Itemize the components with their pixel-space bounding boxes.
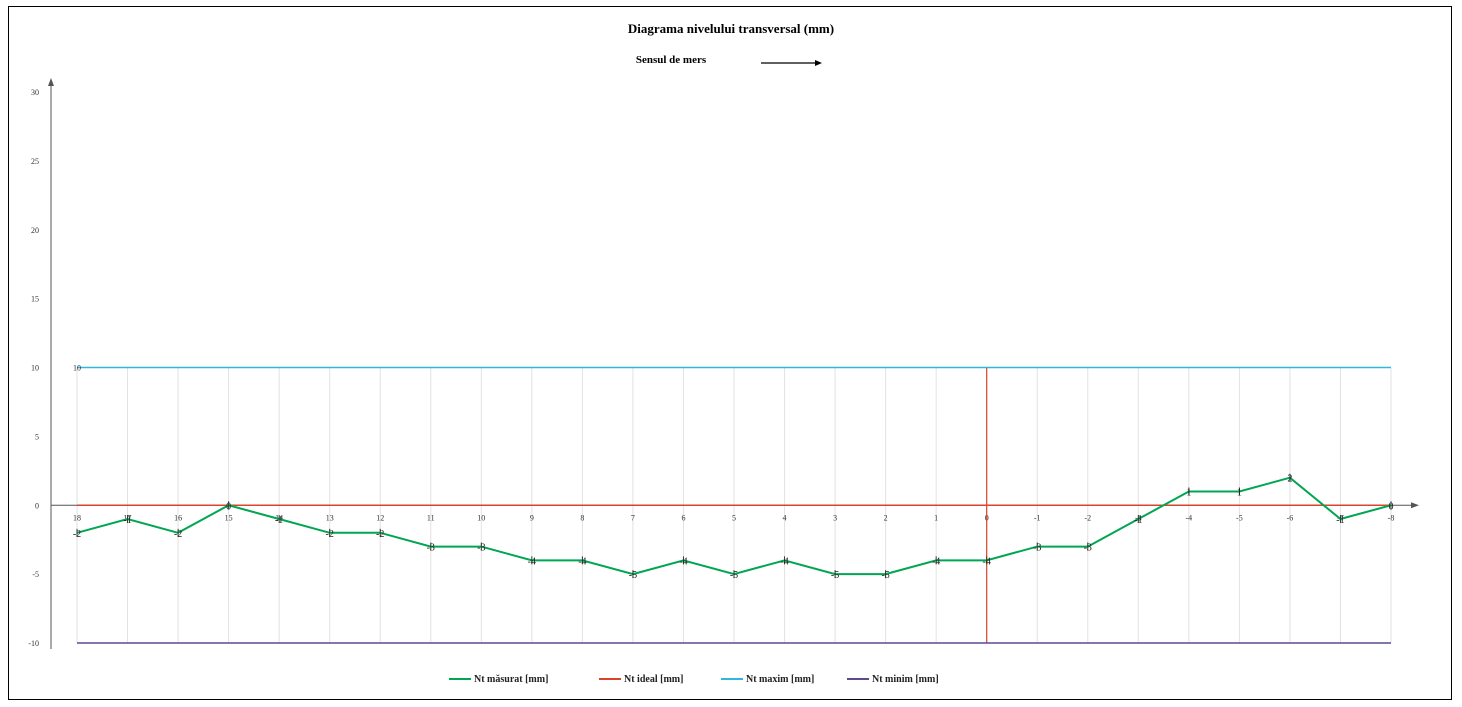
x-tick-label: 10 [477,513,485,522]
legend-label-0: Nt măsurat [mm] [474,674,548,685]
x-tick-label: 1 [934,513,938,522]
chart-title: Diagrama nivelului transversal (mm) [628,21,834,36]
measured-data-label: 0 [1389,501,1394,512]
measured-data-label: -3 [477,543,485,554]
measured-data-label: 1 [1186,487,1191,498]
series-layer [76,366,1392,644]
label-layer: -2 -1 -2 0 -1 -2 -2 -3 -3 -4 -4 -5 -4 -5 -4 -5 -5 -4 -4 -3 -… [73,364,1394,582]
measured-data-label: -1 [1336,515,1344,526]
measured-data-label: -2 [376,529,384,540]
measured-data-label: -1 [1134,515,1142,526]
measured-data-label: -5 [881,570,889,581]
measured-data-label: 1 [1237,487,1242,498]
y-axis-arrowhead [48,78,54,86]
chart-canvas: Diagrama nivelului transversal (mm) Sens… [28,21,1419,685]
x-tick-label: -6 [1287,513,1294,522]
x-tick-label: -2 [1084,513,1091,522]
x-tick-label: -8 [1388,513,1395,522]
x-tick-label: 9 [530,513,534,522]
measured-data-label: -5 [730,570,738,581]
x-tick-label: -1 [1034,513,1041,522]
measured-data-label: -5 [831,570,839,581]
legend-label-2: Nt maxim [mm] [746,674,814,685]
measured-data-label: -4 [578,556,586,567]
direction-arrow-head [815,60,822,66]
measured-data-label: -2 [174,529,182,540]
y-tick-label: 0 [35,501,39,510]
y-tick-label: -10 [28,639,39,648]
measured-data-label: -3 [1033,543,1041,554]
x-tick-label: 4 [783,513,787,522]
x-tick-label: 16 [174,513,182,522]
legend: Nt măsurat [mm] Nt ideal [mm] Nt maxim [mm… [449,674,939,685]
y-tick-label: 10 [31,364,39,373]
y-tick-label: 15 [31,295,39,304]
x-tick-label: 11 [427,513,435,522]
x-tick-label: 3 [833,513,837,522]
measured-data-label: -4 [780,556,788,567]
chart-subtitle: Sensul de mers [636,54,707,66]
measured-data-label: -4 [983,556,991,567]
x-tick-label: 8 [580,513,584,522]
x-tick-label: -5 [1236,513,1243,522]
measured-data-label: -1 [275,515,283,526]
measured-data-label: -4 [679,556,687,567]
legend-label-1: Nt ideal [mm] [624,674,683,685]
x-tick-label: 15 [225,513,233,522]
x-tick-label: 13 [326,513,334,522]
measured-data-label: 0 [226,501,231,512]
x-axis-arrowhead [1411,502,1419,509]
measured-data-label: -3 [427,543,435,554]
measured-data-label: -4 [528,556,536,567]
measured-data-label: 2 [1287,474,1292,485]
max-data-label: 10 [73,364,81,373]
x-tick-label: 12 [376,513,384,522]
y-tick-label: 25 [31,157,39,166]
x-tick-label: -4 [1186,513,1193,522]
chart-frame: Diagrama nivelului transversal (mm) Sens… [8,6,1452,700]
direction-arrow [761,60,822,66]
measured-data-label: -1 [123,515,131,526]
x-tick-label: 5 [732,513,736,522]
x-tick-label: 6 [681,513,685,522]
y-tick-label: 5 [35,432,39,441]
measured-data-label: -2 [73,529,81,540]
measured-data-label: -4 [932,556,940,567]
x-tick-label: 7 [631,513,635,522]
y-tick-label: -5 [32,570,39,579]
measured-data-label: -2 [326,529,334,540]
y-tick-label: 20 [31,226,39,235]
axis-layer: 302520151050-5-1018171615141312111098765… [28,78,1419,649]
measured-data-label: -5 [629,570,637,581]
y-tick-label: 30 [31,88,39,97]
measured-data-label: -3 [1084,543,1092,554]
x-tick-label: 2 [884,513,888,522]
x-tick-label: 18 [73,513,81,522]
legend-label-3: Nt minim [mm] [872,674,939,685]
